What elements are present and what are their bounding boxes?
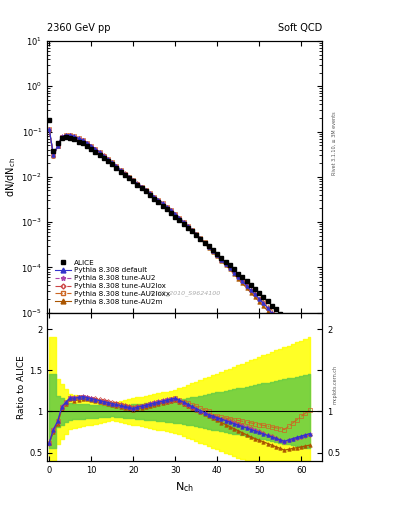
Text: Soft QCD: Soft QCD bbox=[278, 23, 322, 33]
Y-axis label: dN/dN$_{\rm ch}$: dN/dN$_{\rm ch}$ bbox=[5, 157, 18, 197]
Text: ALICE_2010_S9624100: ALICE_2010_S9624100 bbox=[149, 291, 221, 296]
Legend: ALICE, Pythia 8.308 default, Pythia 8.308 tune-AU2, Pythia 8.308 tune-AU2lox, Py: ALICE, Pythia 8.308 default, Pythia 8.30… bbox=[53, 258, 171, 306]
X-axis label: N$_{\rm ch}$: N$_{\rm ch}$ bbox=[175, 480, 194, 494]
Text: Rivet 3.1.10, ≥ 3M events: Rivet 3.1.10, ≥ 3M events bbox=[332, 112, 337, 175]
Text: mcplots.cern.ch: mcplots.cern.ch bbox=[332, 365, 337, 403]
Text: 2360 GeV pp: 2360 GeV pp bbox=[47, 23, 111, 33]
Y-axis label: Ratio to ALICE: Ratio to ALICE bbox=[17, 355, 26, 419]
